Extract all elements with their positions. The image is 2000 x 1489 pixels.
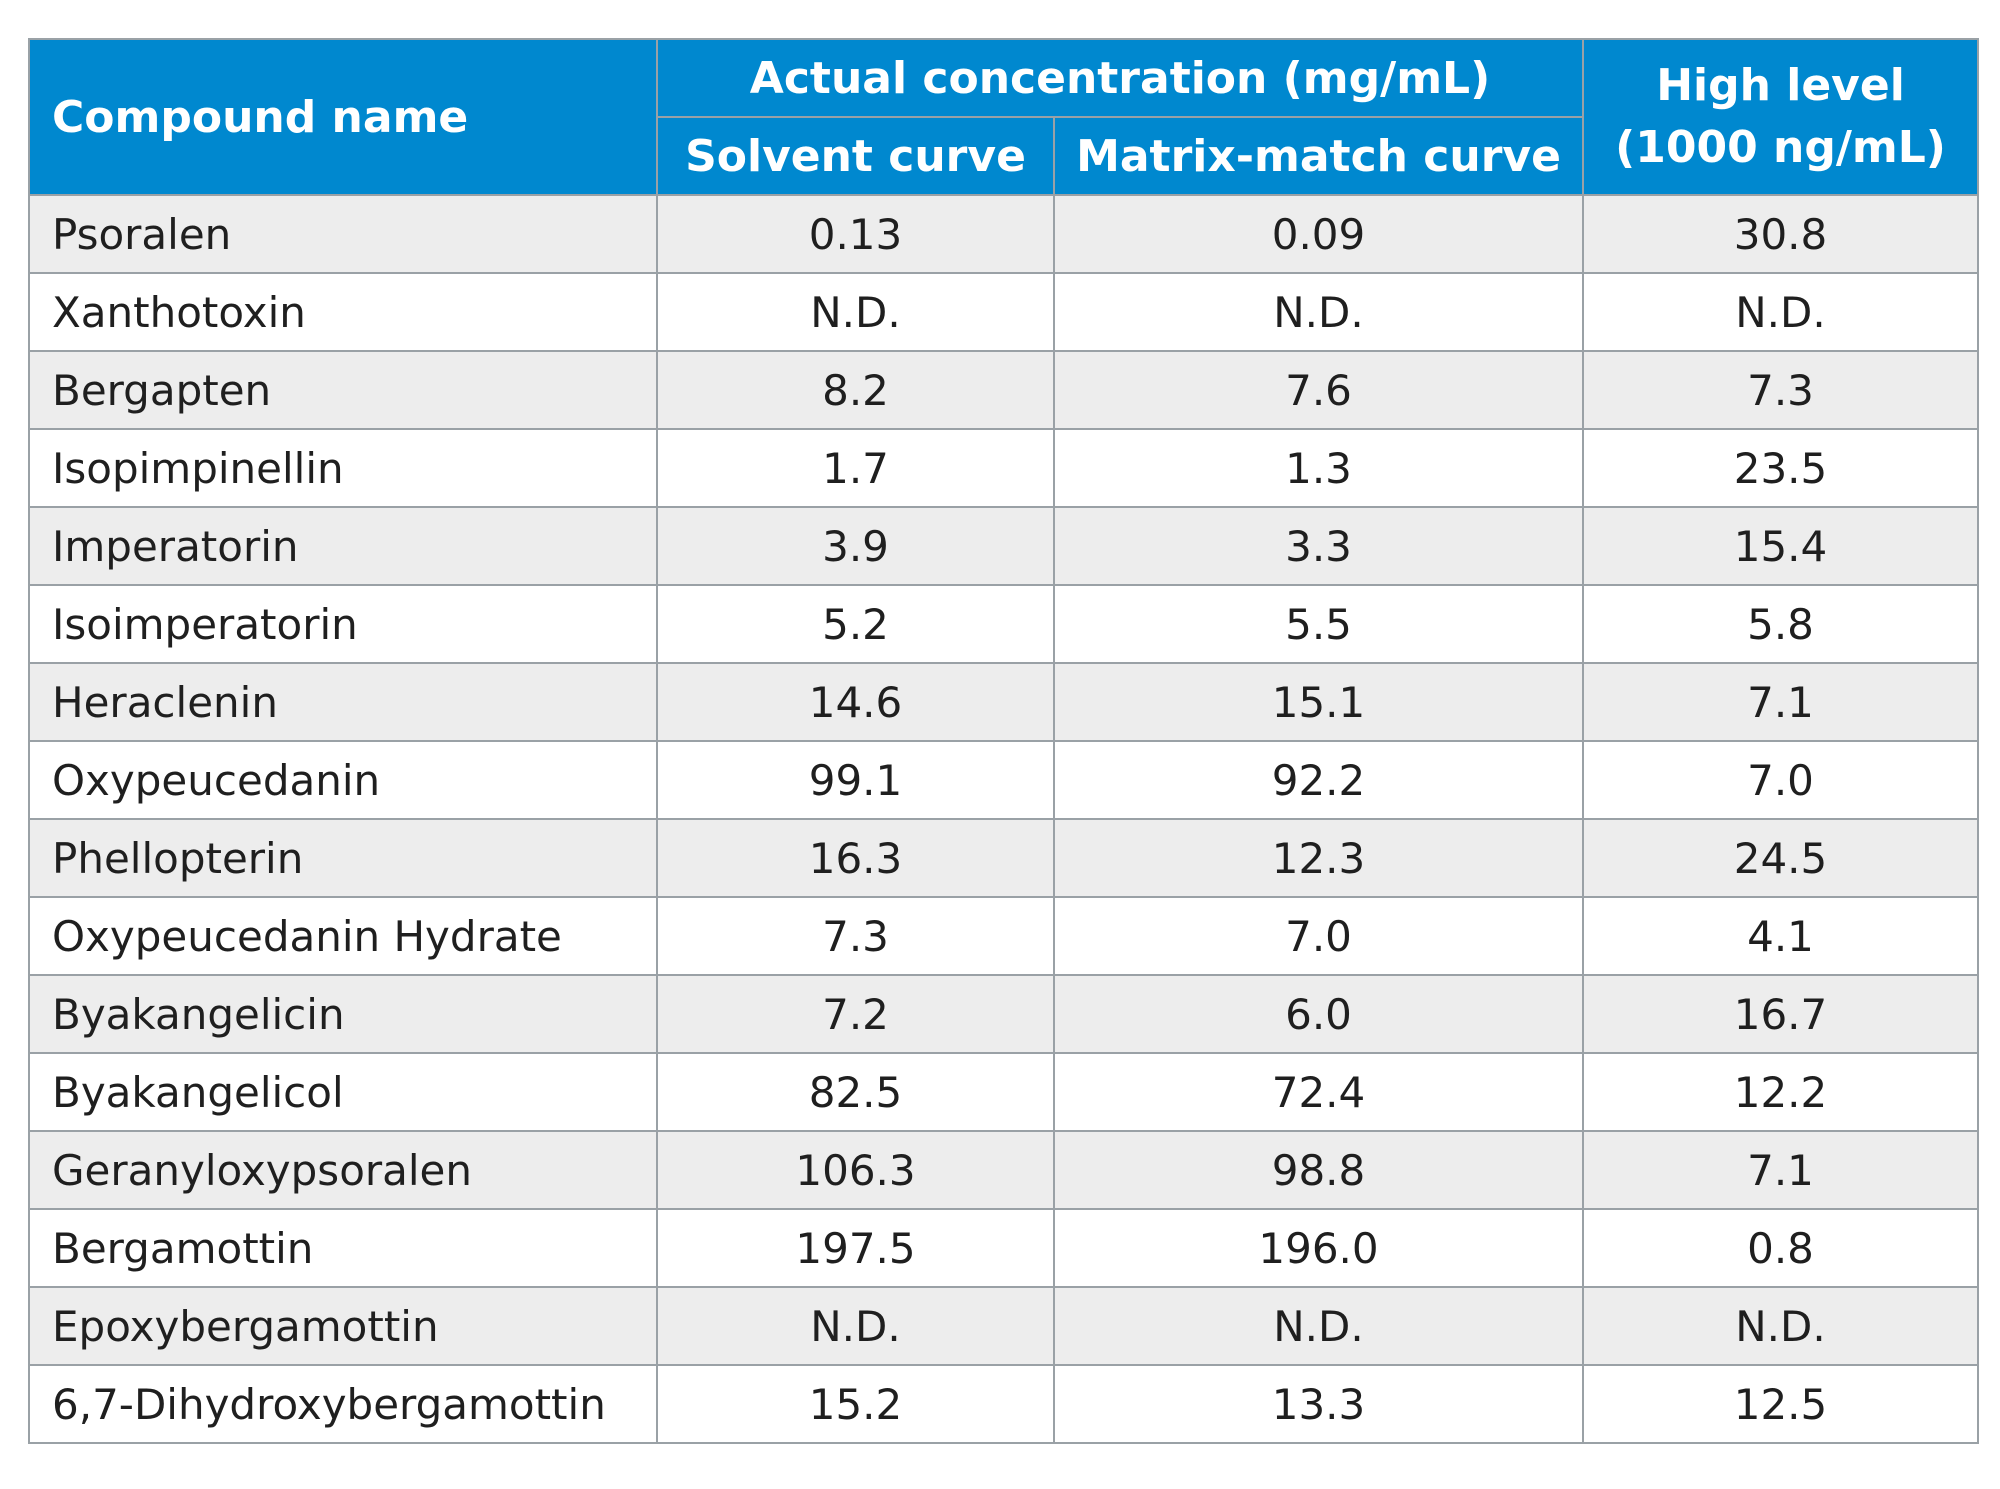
cell-solvent-curve: 5.2 [656, 584, 1055, 664]
cell-compound-name: 6,7-Dihydroxybergamottin [28, 1364, 658, 1444]
cell-compound-name: Byakangelicin [28, 974, 658, 1054]
cell-high-level: 7.1 [1582, 662, 1979, 742]
concentration-table: Compound name Actual concentration (mg/m… [28, 38, 1979, 1444]
header-matrix-match-curve: Matrix-match curve [1053, 116, 1584, 196]
cell-matrix-match-curve: N.D. [1053, 1286, 1584, 1366]
cell-matrix-match-curve: 3.3 [1053, 506, 1584, 586]
cell-solvent-curve: 16.3 [656, 818, 1055, 898]
header-row-top: Compound name Actual concentration (mg/m… [28, 38, 1979, 196]
cell-matrix-match-curve: 92.2 [1053, 740, 1584, 820]
table-header: Compound name Actual concentration (mg/m… [28, 38, 1979, 196]
cell-high-level: 7.1 [1582, 1130, 1979, 1210]
cell-solvent-curve: 1.7 [656, 428, 1055, 508]
cell-solvent-curve: 0.13 [656, 194, 1055, 274]
cell-compound-name: Geranyloxypsoralen [28, 1130, 658, 1210]
cell-compound-name: Bergapten [28, 350, 658, 430]
cell-compound-name: Xanthotoxin [28, 272, 658, 352]
cell-compound-name: Phellopterin [28, 818, 658, 898]
cell-solvent-curve: 99.1 [656, 740, 1055, 820]
cell-matrix-match-curve: 196.0 [1053, 1208, 1584, 1288]
cell-solvent-curve: 106.3 [656, 1130, 1055, 1210]
cell-high-level: 12.2 [1582, 1052, 1979, 1132]
cell-high-level: 5.8 [1582, 584, 1979, 664]
cell-high-level: N.D. [1582, 1286, 1979, 1366]
cell-high-level: N.D. [1582, 272, 1979, 352]
cell-compound-name: Oxypeucedanin Hydrate [28, 896, 658, 976]
header-high-level: High level (1000 ng/mL) [1582, 38, 1979, 196]
header-compound-name: Compound name [28, 38, 658, 196]
cell-high-level: 30.8 [1582, 194, 1979, 274]
cell-solvent-curve: 8.2 [656, 350, 1055, 430]
table-row: Psoralen 0.13 0.09 30.8 [28, 194, 1979, 274]
cell-solvent-curve: 3.9 [656, 506, 1055, 586]
cell-compound-name: Epoxybergamottin [28, 1286, 658, 1366]
cell-compound-name: Isoimperatorin [28, 584, 658, 664]
cell-solvent-curve: 197.5 [656, 1208, 1055, 1288]
table-row: Oxypeucedanin Hydrate 7.3 7.0 4.1 [28, 896, 1979, 976]
cell-matrix-match-curve: 98.8 [1053, 1130, 1584, 1210]
table-row: Isoimperatorin 5.2 5.5 5.8 [28, 584, 1979, 664]
cell-matrix-match-curve: 7.0 [1053, 896, 1584, 976]
cell-solvent-curve: 15.2 [656, 1364, 1055, 1444]
cell-compound-name: Psoralen [28, 194, 658, 274]
cell-high-level: 0.8 [1582, 1208, 1979, 1288]
cell-matrix-match-curve: 1.3 [1053, 428, 1584, 508]
cell-high-level: 7.3 [1582, 350, 1979, 430]
cell-high-level: 16.7 [1582, 974, 1979, 1054]
cell-compound-name: Heraclenin [28, 662, 658, 742]
cell-solvent-curve: N.D. [656, 1286, 1055, 1366]
cell-high-level: 15.4 [1582, 506, 1979, 586]
cell-matrix-match-curve: 72.4 [1053, 1052, 1584, 1132]
cell-matrix-match-curve: 13.3 [1053, 1364, 1584, 1444]
cell-matrix-match-curve: 15.1 [1053, 662, 1584, 742]
table-row: Xanthotoxin N.D. N.D. N.D. [28, 272, 1979, 352]
table-row: Epoxybergamottin N.D. N.D. N.D. [28, 1286, 1979, 1366]
cell-compound-name: Isopimpinellin [28, 428, 658, 508]
cell-solvent-curve: 82.5 [656, 1052, 1055, 1132]
cell-high-level: 7.0 [1582, 740, 1979, 820]
cell-matrix-match-curve: N.D. [1053, 272, 1584, 352]
table-row: Bergapten 8.2 7.6 7.3 [28, 350, 1979, 430]
cell-high-level: 4.1 [1582, 896, 1979, 976]
cell-high-level: 23.5 [1582, 428, 1979, 508]
table-row: Bergamottin 197.5 196.0 0.8 [28, 1208, 1979, 1288]
table-row: Heraclenin 14.6 15.1 7.1 [28, 662, 1979, 742]
cell-solvent-curve: 7.2 [656, 974, 1055, 1054]
header-high-level-line2: (1000 ng/mL) [1615, 122, 1946, 173]
cell-high-level: 24.5 [1582, 818, 1979, 898]
table-body: Psoralen 0.13 0.09 30.8 Xanthotoxin N.D. N.D. N… [28, 194, 1979, 1444]
header-high-level-line1: High level [1656, 60, 1905, 111]
table-row: Phellopterin 16.3 12.3 24.5 [28, 818, 1979, 898]
table-row: Isopimpinellin 1.7 1.3 23.5 [28, 428, 1979, 508]
cell-solvent-curve: 7.3 [656, 896, 1055, 976]
cell-solvent-curve: 14.6 [656, 662, 1055, 742]
table-row: Geranyloxypsoralen 106.3 98.8 7.1 [28, 1130, 1979, 1210]
header-solvent-curve: Solvent curve [656, 116, 1055, 196]
cell-matrix-match-curve: 5.5 [1053, 584, 1584, 664]
cell-compound-name: Bergamottin [28, 1208, 658, 1288]
table-container: Compound name Actual concentration (mg/m… [28, 38, 1979, 1444]
table-row: Byakangelicin 7.2 6.0 16.7 [28, 974, 1979, 1054]
cell-compound-name: Oxypeucedanin [28, 740, 658, 820]
table-row: Oxypeucedanin 99.1 92.2 7.0 [28, 740, 1979, 820]
cell-compound-name: Imperatorin [28, 506, 658, 586]
cell-solvent-curve: N.D. [656, 272, 1055, 352]
cell-matrix-match-curve: 0.09 [1053, 194, 1584, 274]
table-row: Imperatorin 3.9 3.3 15.4 [28, 506, 1979, 586]
header-actual-concentration: Actual concentration (mg/mL) [656, 38, 1584, 118]
cell-matrix-match-curve: 6.0 [1053, 974, 1584, 1054]
cell-high-level: 12.5 [1582, 1364, 1979, 1444]
cell-matrix-match-curve: 12.3 [1053, 818, 1584, 898]
header-row-sub: Solvent curve Matrix-match curve [29, 116, 1978, 196]
table-row: Byakangelicol 82.5 72.4 12.2 [28, 1052, 1979, 1132]
cell-matrix-match-curve: 7.6 [1053, 350, 1584, 430]
table-row: 6,7-Dihydroxybergamottin 15.2 13.3 12.5 [28, 1364, 1979, 1444]
cell-compound-name: Byakangelicol [28, 1052, 658, 1132]
